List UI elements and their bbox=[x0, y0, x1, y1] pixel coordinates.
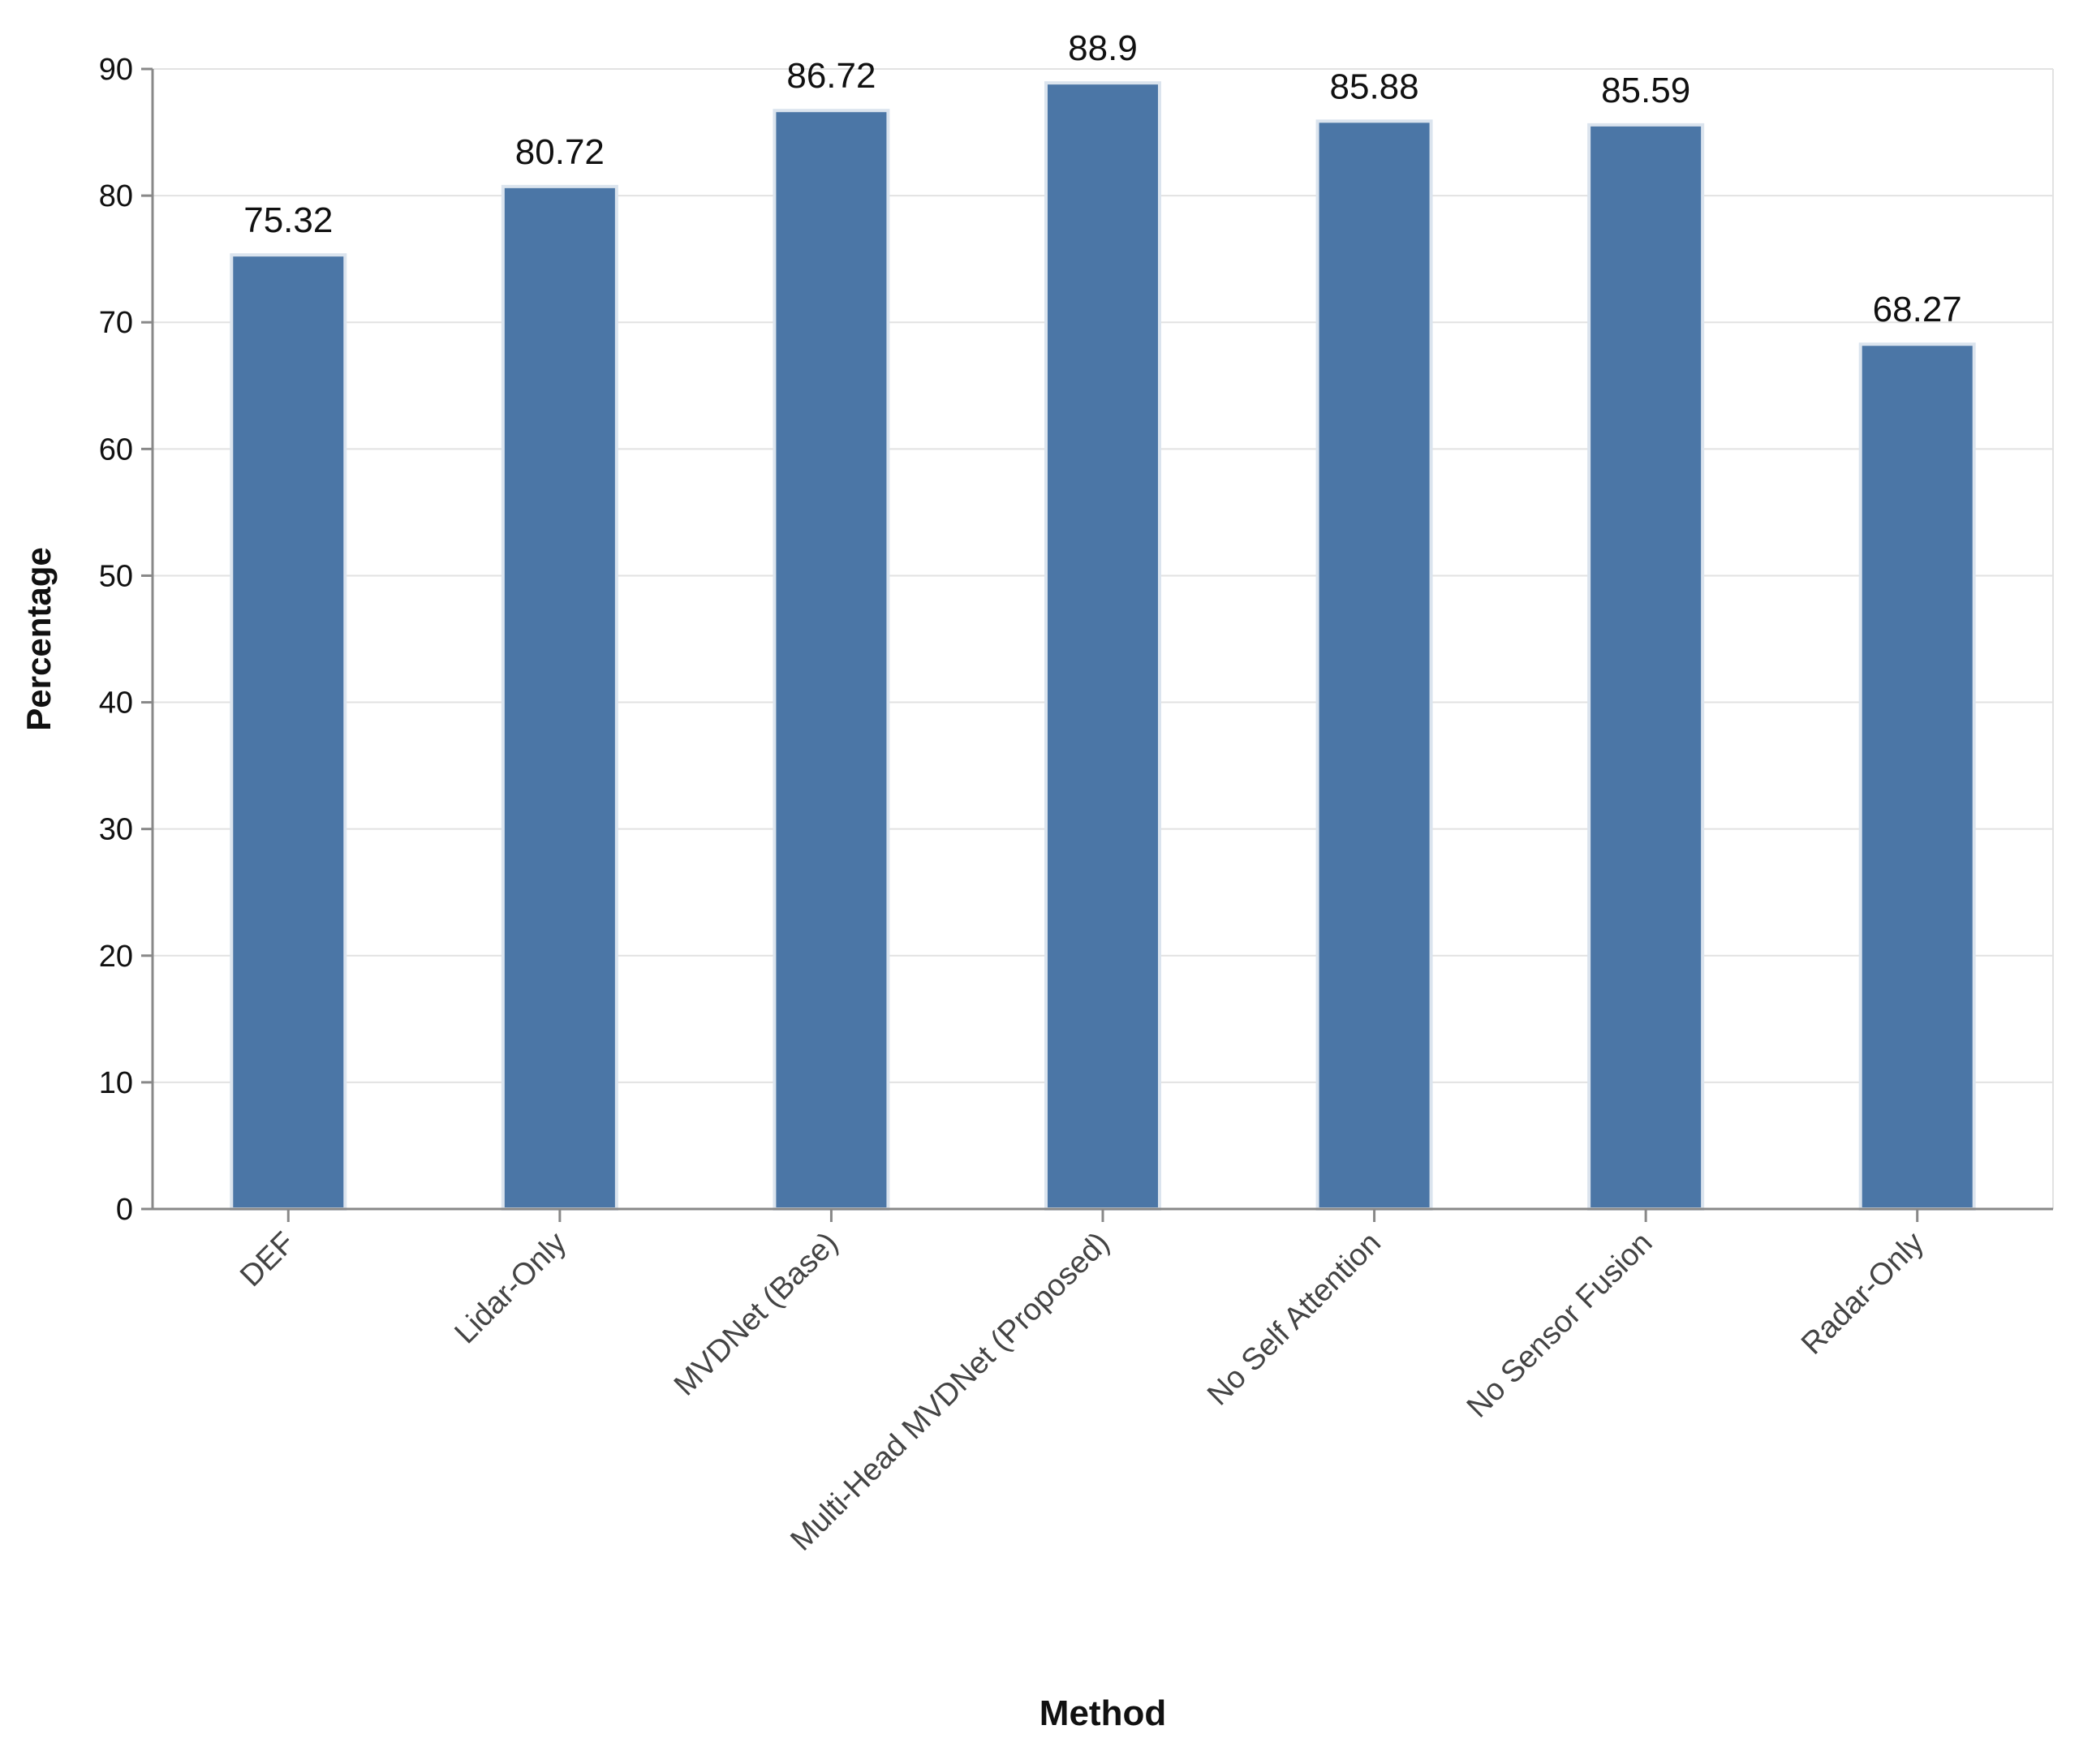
x-axis-ticks: DEF Lidar-Only MVDNet (Base)Multi-Head MVD… bbox=[234, 1209, 1930, 1558]
bar-value-label: 85.88 bbox=[1330, 67, 1419, 106]
bars bbox=[230, 81, 1976, 1211]
y-axis-label: Percentage bbox=[19, 547, 58, 730]
y-tick-label: 10 bbox=[99, 1066, 133, 1100]
x-tick-label: Radar-Only bbox=[1795, 1226, 1930, 1362]
bar bbox=[230, 253, 347, 1211]
bar bbox=[1315, 119, 1433, 1211]
x-tick-label: No Self Attention bbox=[1201, 1226, 1388, 1413]
y-axis-ticks: 0 10 20 30 40 50 60 70 80 90 bbox=[99, 53, 153, 1227]
y-tick-label: 20 bbox=[99, 940, 133, 974]
bar bbox=[501, 184, 618, 1211]
x-tick-label: No Sensor Fusion bbox=[1461, 1226, 1659, 1425]
y-tick-label: 50 bbox=[99, 559, 133, 593]
y-tick-label: 0 bbox=[116, 1193, 133, 1227]
value-labels: 75.32 80.72 86.72 88.9 85.88 85.59 68.27 bbox=[243, 28, 1962, 329]
bar-value-label: 80.72 bbox=[515, 132, 605, 172]
y-tick-label: 60 bbox=[99, 432, 133, 467]
x-tick-label: DEF bbox=[234, 1226, 301, 1293]
bar bbox=[1044, 81, 1161, 1211]
bar-value-label: 86.72 bbox=[786, 56, 876, 96]
x-axis-label: Method bbox=[1040, 1693, 1166, 1733]
bar-value-label: 85.59 bbox=[1601, 71, 1690, 110]
x-tick-label: Multi-Head MVDNet (Proposed) bbox=[784, 1226, 1116, 1558]
bar bbox=[1587, 123, 1705, 1211]
bar bbox=[773, 109, 890, 1211]
y-tick-label: 90 bbox=[99, 53, 133, 87]
y-tick-label: 80 bbox=[99, 179, 133, 213]
bar-value-label: 75.32 bbox=[243, 200, 333, 240]
bar-value-label: 88.9 bbox=[1068, 28, 1138, 68]
bar bbox=[1858, 342, 1976, 1211]
x-tick-label: Lidar-Only bbox=[449, 1226, 574, 1351]
bar-value-label: 68.27 bbox=[1873, 290, 1962, 329]
x-tick-label: MVDNet (Base) bbox=[668, 1226, 845, 1403]
y-tick-label: 30 bbox=[99, 813, 133, 847]
y-tick-label: 70 bbox=[99, 306, 133, 340]
y-tick-label: 40 bbox=[99, 686, 133, 721]
